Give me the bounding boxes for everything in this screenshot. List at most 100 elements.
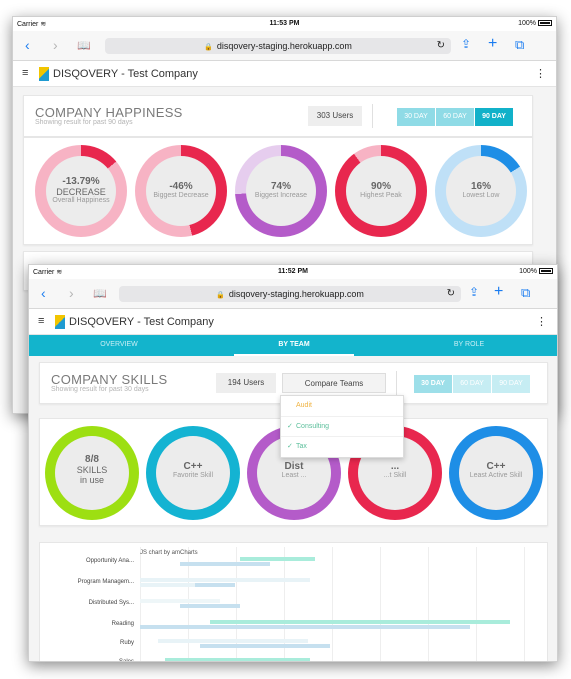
- happiness-donut: 90% Highest Peak: [335, 145, 427, 237]
- wifi-icon: ≋: [56, 269, 63, 276]
- bookmarks-icon[interactable]: 📖: [93, 288, 107, 300]
- app-header: ≡ DISQOVERY - Test Company ⋮: [29, 309, 557, 335]
- carrier-label: Carrier ≋: [33, 269, 63, 276]
- donut-value: 16%: [470, 181, 491, 192]
- donut-value: C++: [486, 461, 506, 472]
- battery-icon: [538, 20, 552, 27]
- battery-indicator: 100%: [519, 268, 553, 275]
- chart-category-label: Distributed Sys...: [88, 600, 134, 606]
- donut-value: ...: [390, 461, 400, 472]
- chart-bar: [180, 604, 240, 608]
- chart-bar: [140, 583, 195, 587]
- range-90-day-button[interactable]: 90 DAY: [492, 375, 530, 393]
- more-icon[interactable]: ⋮: [535, 68, 546, 80]
- donut-label: Least Active Skill: [469, 472, 523, 479]
- donut-value: 74%: [270, 181, 291, 192]
- range-30-day-button[interactable]: 30 DAY: [397, 108, 435, 126]
- tab-bar: OVERVIEW BY TEAM BY ROLE: [29, 335, 557, 356]
- chart-gridline: [140, 547, 141, 661]
- skill-donut: 8/8 SKILLS in use: [45, 426, 139, 520]
- chart-bar: [140, 625, 470, 629]
- page-subtitle: Showing result for past 90 days: [35, 119, 133, 126]
- chart-bar: [240, 557, 315, 561]
- donut-center: -13.79% DECREASE Overall Happiness: [46, 156, 116, 226]
- compare-teams-select[interactable]: Compare Teams: [282, 373, 386, 393]
- add-tab-icon[interactable]: +: [488, 35, 498, 52]
- add-tab-icon[interactable]: +: [494, 283, 504, 300]
- chart-gridline: [428, 547, 429, 661]
- page-title: COMPANY HAPPINESS: [35, 105, 183, 120]
- skill-donut: C++ Least Active Skill: [449, 426, 543, 520]
- range-30-day-button[interactable]: 30 DAY: [414, 375, 452, 393]
- forward-icon[interactable]: ›: [53, 37, 58, 53]
- donut-value: -46%: [169, 181, 193, 192]
- bookmarks-icon[interactable]: 📖: [77, 40, 91, 52]
- page-subtitle: Showing result for past 30 days: [51, 386, 149, 393]
- forward-icon[interactable]: ›: [69, 285, 74, 301]
- url-bar[interactable]: 🔒 disqovery-staging.herokuapp.com ↻: [105, 38, 451, 54]
- browser-toolbar: ‹ › 📖 🔒 disqovery-staging.herokuapp.com ↻…: [29, 279, 557, 309]
- happiness-donut: -46% Biggest Decrease: [135, 145, 227, 237]
- active-tab-indicator: [234, 354, 354, 356]
- chart-bar: [200, 644, 330, 648]
- screenshot-company-skills: Carrier ≋ 11:52 PM 100% ‹ › 📖 🔒 disqovery…: [28, 264, 558, 662]
- dropdown-option-label: Tax: [296, 443, 307, 450]
- chart-category-label: Program Managem...: [77, 579, 134, 585]
- chart-gridline: [476, 547, 477, 661]
- battery-indicator: 100%: [518, 20, 552, 27]
- menu-icon[interactable]: ≡: [22, 67, 29, 79]
- donut-value: 8/8: [85, 454, 99, 465]
- tab-by-team[interactable]: BY TEAM: [278, 341, 310, 348]
- tabs-icon[interactable]: ⧉: [515, 37, 525, 52]
- reload-icon[interactable]: ↻: [436, 40, 445, 51]
- url-text: disqovery-staging.herokuapp.com: [216, 41, 352, 51]
- check-icon: ✓: [287, 443, 293, 450]
- range-90-day-button[interactable]: 90 DAY: [475, 108, 513, 126]
- donut-center: -46% Biggest Decrease: [146, 156, 216, 226]
- lock-icon: 🔒: [204, 44, 213, 51]
- donut-center: 90% Highest Peak: [346, 156, 416, 226]
- donut-value: 90%: [370, 181, 391, 192]
- share-icon[interactable]: ⇪: [469, 285, 480, 299]
- chart-gridline: [284, 547, 285, 661]
- users-count: 303 Users: [308, 106, 362, 126]
- happiness-donut: 16% Lowest Low: [435, 145, 527, 237]
- back-icon[interactable]: ‹: [25, 37, 30, 53]
- chart-category-label: Sales: [118, 659, 134, 662]
- reload-icon[interactable]: ↻: [446, 288, 455, 299]
- donut-value: Dist: [284, 461, 304, 472]
- tab-overview[interactable]: OVERVIEW: [100, 341, 138, 348]
- dropdown-option[interactable]: ✓ Consulting: [281, 416, 403, 436]
- more-icon[interactable]: ⋮: [536, 316, 547, 328]
- lock-icon: 🔒: [216, 292, 225, 299]
- range-60-day-button[interactable]: 60 DAY: [453, 375, 491, 393]
- chart-bar: [165, 658, 310, 661]
- chart-bar: [140, 599, 220, 603]
- chart-category-label: Reading: [111, 621, 134, 627]
- donut-center: C++ Favorite Skill: [156, 436, 230, 510]
- chart-bar: [158, 639, 308, 643]
- dropdown-option[interactable]: ✓ Tax: [281, 436, 403, 456]
- range-60-day-button[interactable]: 60 DAY: [436, 108, 474, 126]
- tabs-icon[interactable]: ⧉: [521, 285, 531, 300]
- browser-toolbar: ‹ › 📖 🔒 disqovery-staging.herokuapp.com ↻…: [13, 31, 556, 61]
- chart-credit[interactable]: JS chart by amCharts: [140, 550, 198, 556]
- url-bar[interactable]: 🔒 disqovery-staging.herokuapp.com ↻: [119, 286, 461, 302]
- screenshot-company-happiness: Carrier ≋ 11:53 PM 100% ‹ › 📖 🔒 disqovery…: [12, 16, 557, 414]
- chart-bar: [210, 620, 510, 624]
- chart-gridline: [524, 547, 525, 661]
- donut-center: 16% Lowest Low: [446, 156, 516, 226]
- dropdown-option[interactable]: Audit: [281, 396, 403, 416]
- tab-by-role[interactable]: BY ROLE: [453, 341, 485, 348]
- check-icon: ✓: [287, 423, 293, 430]
- divider: [396, 371, 397, 395]
- donut-label: Favorite Skill: [172, 472, 214, 479]
- share-icon[interactable]: ⇪: [461, 37, 472, 51]
- back-icon[interactable]: ‹: [41, 285, 46, 301]
- donut-value-secondary: DECREASE: [56, 187, 106, 197]
- happiness-donut: 74% Biggest Increase: [235, 145, 327, 237]
- donut-label: Highest Peak: [360, 192, 402, 199]
- menu-icon[interactable]: ≡: [38, 315, 45, 327]
- donut-value-tertiary: in use: [79, 475, 105, 485]
- donut-label: Least ...: [281, 472, 307, 479]
